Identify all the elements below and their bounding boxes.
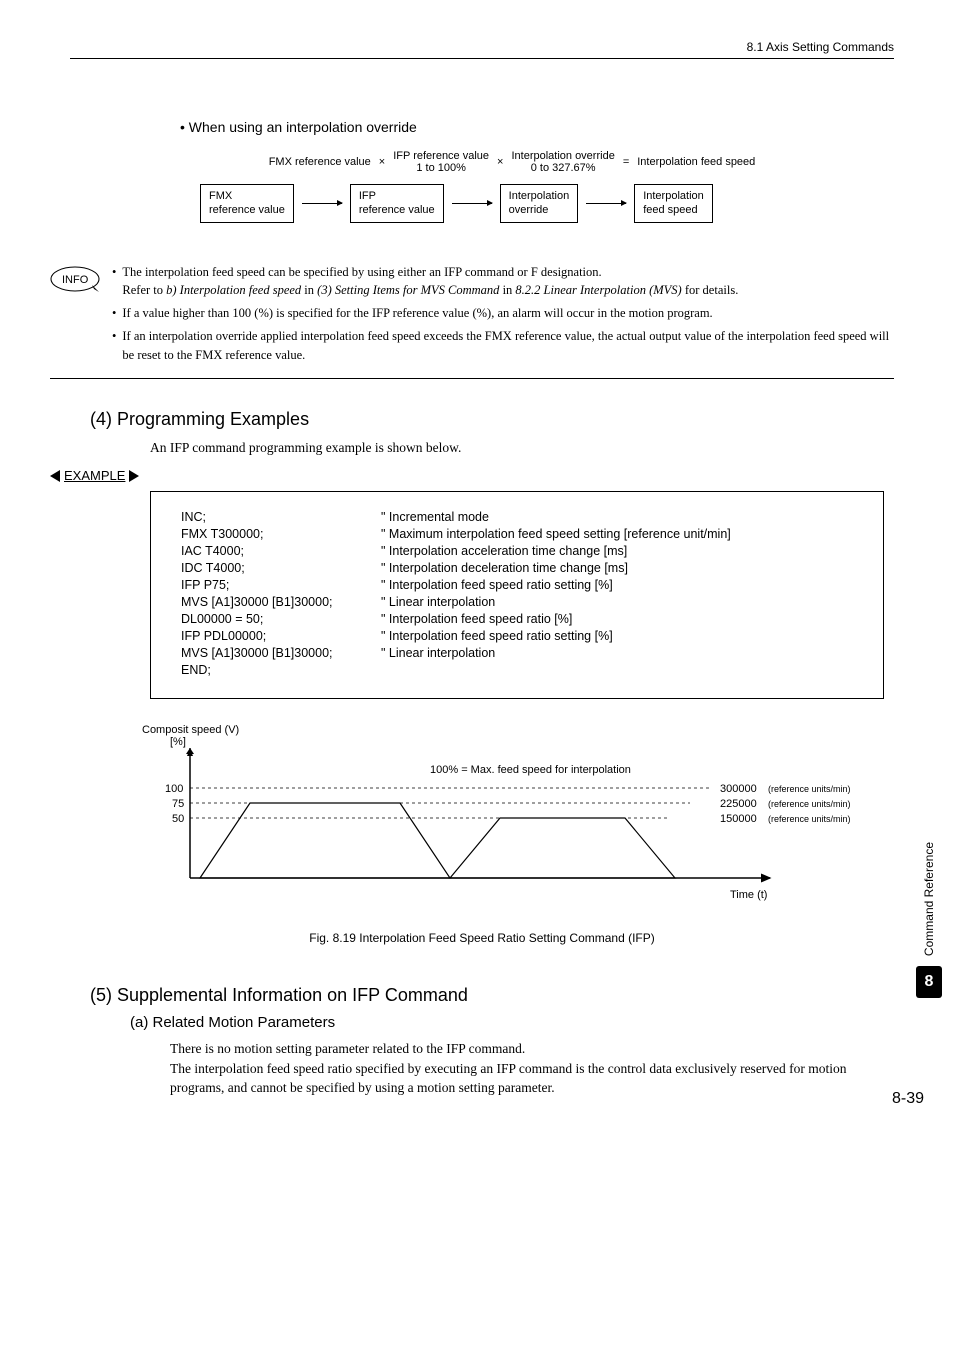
info-icon: INFO (50, 265, 100, 369)
code-left: INC; (181, 510, 381, 524)
side-tab-number: 8 (916, 966, 942, 998)
code-right: " Linear interpolation (381, 595, 495, 609)
times-sign: × (497, 156, 503, 168)
info-text-1b-mid1: in (301, 283, 317, 297)
section-4-para: An IFP command programming example is sh… (150, 440, 894, 456)
chart-xlabel: Time (t) (730, 889, 767, 901)
info-text-1b-it1: b) Interpolation feed speed (166, 283, 301, 297)
example-label-text: EXAMPLE (64, 468, 125, 483)
triangle-left-icon (50, 470, 60, 482)
code-right: " Interpolation acceleration time change… (381, 544, 627, 558)
code-box: INC;" Incremental modeFMX T300000;" Maxi… (150, 491, 884, 699)
code-left: IFP PDL00000; (181, 629, 381, 643)
side-tab: Command Reference 8 (916, 842, 942, 998)
bullet-title: • When using an interpolation override (180, 119, 894, 135)
code-left: MVS [A1]30000 [B1]30000; (181, 595, 381, 609)
svg-text:225000: 225000 (720, 798, 757, 810)
svg-text:300000: 300000 (720, 783, 757, 795)
equals-sign: = (623, 156, 629, 168)
code-left: DL00000 = 50; (181, 612, 381, 626)
info-block: INFO • The interpolation feed speed can … (50, 263, 894, 380)
code-right: " Maximum interpolation feed speed setti… (381, 527, 731, 541)
arrow-icon (586, 203, 626, 204)
info-text-2: If a value higher than 100 (%) is specif… (122, 304, 712, 323)
section-5-title: (5) Supplemental Information on IFP Comm… (90, 985, 894, 1006)
code-left: IAC T4000; (181, 544, 381, 558)
code-left: MVS [A1]30000 [B1]30000; (181, 646, 381, 660)
formula-ifp-label: IFP reference value (393, 150, 489, 162)
box-feedspeed: Interpolation feed speed (634, 184, 713, 223)
formula-ovr: Interpolation override 0 to 327.67% (511, 150, 614, 174)
triangle-right-icon (129, 470, 139, 482)
info-text-1b-it3: 8.2.2 Linear Interpolation (MVS) (515, 283, 681, 297)
formula-ovr-sub: 0 to 327.67% (511, 162, 614, 174)
code-left: FMX T300000; (181, 527, 381, 541)
section-5-para: There is no motion setting parameter rel… (170, 1039, 894, 1098)
info-item-1: • The interpolation feed speed can be sp… (112, 263, 894, 301)
info-item-3: •If an interpolation override applied in… (112, 327, 894, 365)
box-override: Interpolation override (500, 184, 579, 223)
formula-row: FMX reference value × IFP reference valu… (130, 150, 894, 174)
ytick-75: 75 (172, 798, 184, 810)
example-label: EXAMPLE (50, 468, 894, 483)
info-text-1b-it2: (3) Setting Items for MVS Command (317, 283, 499, 297)
ytick-100: 100 (165, 783, 183, 795)
side-tab-text: Command Reference (922, 842, 936, 956)
formula-fmx: FMX reference value (269, 156, 371, 168)
box-ifp: IFP reference value (350, 184, 444, 223)
code-right: " Interpolation feed speed ratio [%] (381, 612, 572, 626)
chart-ylabel: Composit speed (V) (142, 724, 894, 736)
formula-result: Interpolation feed speed (637, 156, 755, 168)
chart-svg: 100 75 50 100% = Max. feed speed for int… (150, 748, 900, 908)
info-text-1b-pre: Refer to (122, 283, 166, 297)
code-left: IFP P75; (181, 578, 381, 592)
section-5-sub: (a) Related Motion Parameters (130, 1014, 894, 1031)
formula-ifp: IFP reference value 1 to 100% (393, 150, 489, 174)
svg-text:(reference units/min): (reference units/min) (768, 799, 851, 809)
times-sign: × (379, 156, 385, 168)
code-right: " Incremental mode (381, 510, 489, 524)
chart-annot-100: 100% = Max. feed speed for interpolation (430, 764, 631, 776)
page-number: 8-39 (892, 1090, 924, 1108)
info-text-1: The interpolation feed speed can be spec… (122, 265, 601, 279)
code-left: END; (181, 663, 381, 677)
info-text-1b-mid2: in (499, 283, 515, 297)
info-text-3: If an interpolation override applied int… (122, 327, 894, 365)
box-row: FMX reference value IFP reference value … (200, 184, 894, 223)
box-fmx: FMX reference value (200, 184, 294, 223)
svg-text:(reference units/min): (reference units/min) (768, 814, 851, 824)
formula-ovr-label: Interpolation override (511, 150, 614, 162)
svg-text:(reference units/min): (reference units/min) (768, 784, 851, 794)
formula-ifp-sub: 1 to 100% (393, 162, 489, 174)
chart-yunit: [%] (170, 736, 894, 748)
svg-text:150000: 150000 (720, 813, 757, 825)
info-item-2: •If a value higher than 100 (%) is speci… (112, 304, 894, 323)
code-right: " Linear interpolation (381, 646, 495, 660)
arrow-icon (452, 203, 492, 204)
header-section: 8.1 Axis Setting Commands (70, 40, 894, 54)
svg-text:INFO: INFO (62, 274, 89, 286)
arrow-icon (302, 203, 342, 204)
code-right: " Interpolation deceleration time change… (381, 561, 628, 575)
code-left: IDC T4000; (181, 561, 381, 575)
section-4-title: (4) Programming Examples (90, 409, 894, 430)
code-right: " Interpolation feed speed ratio setting… (381, 578, 613, 592)
code-right: " Interpolation feed speed ratio setting… (381, 629, 613, 643)
figure-caption: Fig. 8.19 Interpolation Feed Speed Ratio… (70, 931, 894, 945)
info-text-1b-post: for details. (682, 283, 739, 297)
chart-area: Composit speed (V) [%] 100 75 50 100% = … (150, 724, 894, 913)
header-rule (70, 58, 894, 59)
info-content: • The interpolation feed speed can be sp… (112, 263, 894, 369)
ytick-50: 50 (172, 813, 184, 825)
